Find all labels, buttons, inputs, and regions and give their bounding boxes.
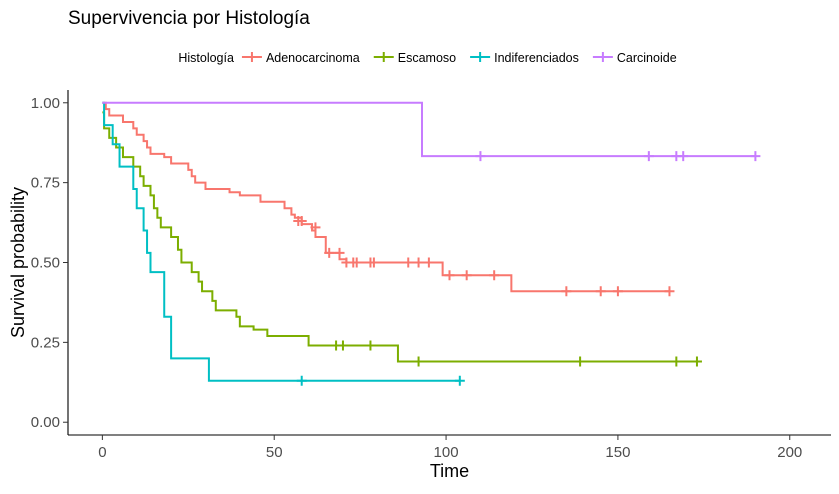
x-tick-label: 0 (98, 444, 106, 461)
censor-mark-adenocarcinoma (423, 257, 434, 268)
censor-mark-adenocarcinoma (324, 247, 335, 258)
legend: Histología Adenocarcinoma Escamoso Indifer… (178, 51, 676, 65)
x-tick-label: 50 (266, 444, 283, 461)
series-adenocarcinoma (102, 101, 675, 297)
legend-title: Histología (178, 51, 234, 65)
censor-mark-indiferenciados (296, 375, 307, 386)
legend-item-adenocarcinoma: Adenocarcinoma (241, 51, 360, 65)
x-tick-label: 100 (434, 444, 459, 461)
censor-mark-escamoso (691, 356, 702, 367)
x-tick-label: 150 (605, 444, 630, 461)
legend-label: Adenocarcinoma (266, 51, 360, 65)
legend-key-cross (597, 52, 608, 62)
censor-mark-adenocarcinoma (413, 257, 424, 268)
censor-mark-escamoso (365, 340, 376, 351)
x-axis-ticks: 0 50 100 150 200 (98, 435, 802, 461)
censor-mark-adenocarcinoma (403, 257, 414, 268)
censor-mark-adenocarcinoma (595, 286, 606, 297)
y-tick-label: 0.50 (31, 255, 60, 272)
censor-mark-adenocarcinoma (664, 286, 675, 297)
censor-mark-adenocarcinoma (612, 286, 623, 297)
series-line-carcinoide (102, 101, 756, 158)
censor-mark-carcinoide (643, 151, 654, 162)
legend-item-carcinoide: Carcinoide (592, 51, 677, 65)
y-axis-ticks: 0.00 0.25 0.50 0.75 1.00 (31, 95, 68, 431)
series-escamoso (102, 111, 702, 367)
censor-mark-escamoso (671, 356, 682, 367)
censor-mark-adenocarcinoma (296, 215, 307, 226)
y-tick-label: 1.00 (31, 95, 60, 112)
legend-key-cross (475, 52, 486, 62)
legend-label: Carcinoide (617, 51, 677, 65)
chart-title: Supervivencia por Histología (68, 8, 310, 29)
series-line-indiferenciados (102, 101, 460, 382)
series-carcinoide (102, 101, 761, 162)
censor-mark-adenocarcinoma (334, 247, 345, 258)
censor-mark-escamoso (337, 340, 348, 351)
legend-label: Indiferenciados (494, 51, 579, 65)
y-axis-title: Survival probability (8, 187, 28, 338)
censor-mark-escamoso (413, 356, 424, 367)
legend-key-cross (378, 52, 389, 62)
y-tick-label: 0.25 (31, 334, 60, 351)
censor-mark-adenocarcinoma (368, 257, 379, 268)
censor-mark-adenocarcinoma (461, 270, 472, 281)
series-indiferenciados (102, 101, 465, 386)
censor-mark-adenocarcinoma (444, 270, 455, 281)
censor-mark-adenocarcinoma (489, 270, 500, 281)
censor-mark-carcinoide (678, 151, 689, 162)
censor-mark-escamoso (575, 356, 586, 367)
censor-mark-adenocarcinoma (561, 286, 572, 297)
censor-mark-carcinoide (750, 151, 761, 162)
censor-mark-adenocarcinoma (310, 222, 321, 233)
y-tick-label: 0.00 (31, 414, 60, 431)
y-tick-label: 0.75 (31, 175, 60, 192)
x-axis-title: Time (430, 461, 469, 481)
censor-mark-adenocarcinoma (351, 257, 362, 268)
legend-item-indiferenciados: Indiferenciados (470, 51, 579, 65)
legend-key-cross (246, 52, 257, 62)
legend-item-escamoso: Escamoso (373, 51, 456, 65)
legend-label: Escamoso (398, 51, 456, 65)
censor-mark-indiferenciados (454, 375, 465, 386)
plot-area (102, 101, 761, 386)
censor-mark-carcinoide (475, 151, 486, 162)
series-line-escamoso (102, 111, 697, 363)
x-tick-label: 200 (777, 444, 802, 461)
